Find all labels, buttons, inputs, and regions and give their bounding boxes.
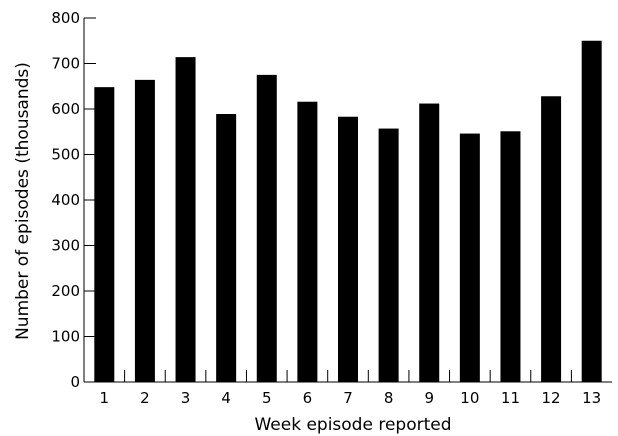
x-tick-label: 7: [343, 389, 353, 407]
x-tick-label: 9: [424, 389, 434, 407]
bar-week-4: [216, 114, 237, 382]
bar-week-9: [419, 103, 440, 382]
bar-week-12: [541, 96, 562, 382]
bar-week-2: [134, 79, 155, 382]
x-tick-label: 5: [262, 389, 272, 407]
y-tick-label: 400: [51, 191, 80, 209]
bar-week-11: [500, 131, 521, 382]
x-tick-label: 2: [140, 389, 150, 407]
x-axis-title: Week episode reported: [254, 415, 451, 435]
bar-week-7: [338, 116, 358, 383]
y-tick-label: 500: [51, 146, 80, 164]
y-axis-title: Number of episodes (thousands): [13, 62, 33, 340]
y-tick-label: 300: [51, 237, 80, 255]
x-tick-label: 4: [221, 389, 231, 407]
bar-week-6: [297, 101, 318, 382]
bar-week-5: [256, 74, 277, 382]
bar-week-1: [94, 87, 115, 382]
y-tick-label: 700: [51, 55, 80, 73]
bar-week-10: [459, 133, 480, 382]
bar-week-8: [378, 128, 399, 382]
bars-group: [94, 40, 602, 383]
bar-week-13: [581, 40, 602, 382]
y-tick-label: 0: [70, 373, 80, 391]
x-tick-label: 11: [501, 389, 520, 407]
y-tick-label: 200: [51, 282, 80, 300]
y-tick-label: 800: [51, 9, 80, 27]
x-tick-label: 8: [384, 389, 394, 407]
x-tick-label: 1: [100, 389, 110, 407]
x-tick-label: 6: [303, 389, 313, 407]
x-tick-label: 3: [181, 389, 191, 407]
bar-week-3: [175, 57, 196, 382]
x-tick-label: 13: [582, 389, 601, 407]
x-tick-label: 12: [542, 389, 561, 407]
x-tick-label: 10: [460, 389, 479, 407]
x-ticks-group: 1 2 3 4 5 6 7 8 9 10 11 12 13: [100, 370, 601, 407]
y-tick-label: 600: [51, 100, 80, 118]
y-ticks-group: 0 100 200 300 400 500 600 700 800: [51, 9, 96, 391]
y-tick-label: 100: [51, 328, 80, 346]
